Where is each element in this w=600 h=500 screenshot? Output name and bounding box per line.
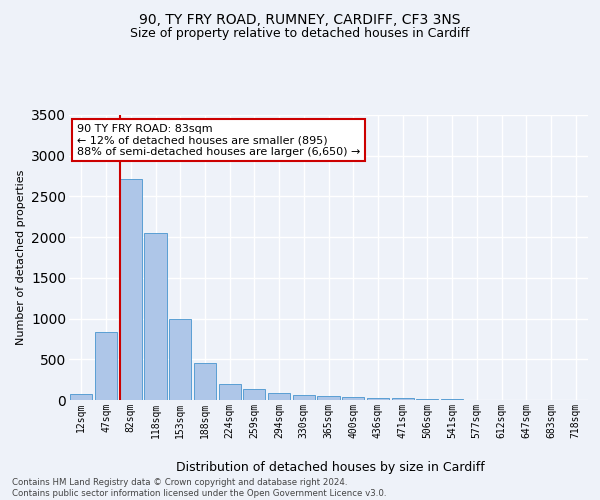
Bar: [342, 396, 364, 400]
Bar: [392, 398, 414, 400]
Text: Contains HM Land Registry data © Crown copyright and database right 2024.
Contai: Contains HM Land Registry data © Crown c…: [12, 478, 386, 498]
Bar: [145, 233, 167, 400]
Bar: [119, 178, 142, 400]
Bar: [194, 364, 216, 400]
Text: 90 TY FRY ROAD: 83sqm
← 12% of detached houses are smaller (895)
88% of semi-det: 90 TY FRY ROAD: 83sqm ← 12% of detached …: [77, 124, 360, 157]
Text: Distribution of detached houses by size in Cardiff: Distribution of detached houses by size …: [176, 461, 484, 474]
Text: Size of property relative to detached houses in Cardiff: Size of property relative to detached ho…: [130, 28, 470, 40]
Text: 90, TY FRY ROAD, RUMNEY, CARDIFF, CF3 3NS: 90, TY FRY ROAD, RUMNEY, CARDIFF, CF3 3N…: [139, 12, 461, 26]
Bar: [169, 318, 191, 400]
Bar: [416, 399, 439, 400]
Bar: [293, 395, 315, 400]
Bar: [218, 384, 241, 400]
Bar: [70, 394, 92, 400]
Bar: [268, 394, 290, 400]
Y-axis label: Number of detached properties: Number of detached properties: [16, 170, 26, 345]
Bar: [317, 396, 340, 400]
Bar: [95, 332, 117, 400]
Bar: [243, 390, 265, 400]
Bar: [367, 398, 389, 400]
